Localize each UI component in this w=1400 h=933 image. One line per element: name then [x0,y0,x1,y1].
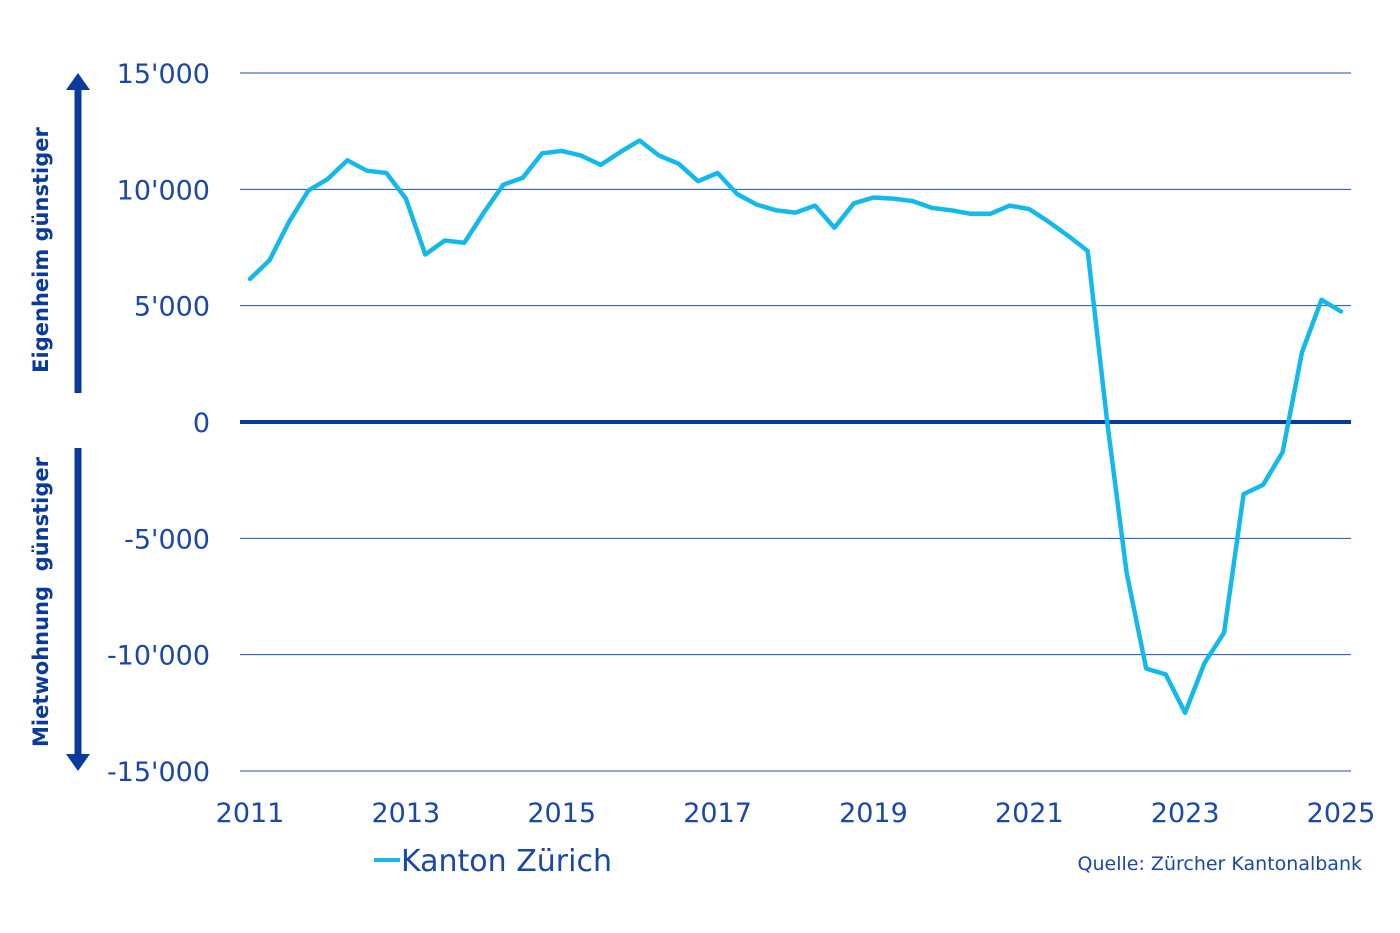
y-axis-ticks: 15'000 10'000 5'000 0 -5'000 -10'000 -15'000 [107,59,210,788]
y-tick-label: 0 [193,408,210,439]
upper-arrow [66,73,90,393]
x-tick-label: 2013 [371,798,440,829]
y-tick-label: -15'000 [107,757,210,788]
y-tick-label: 15'000 [117,59,210,90]
legend-label: Kanton Zürich [401,844,612,879]
upper-annotation: Eigenheim günstiger [29,127,53,373]
lower-annotation: Mietwohnung günstiger [29,456,53,747]
source-note: Quelle: Zürcher Kantonalbank [1078,853,1362,875]
x-tick-label: 2021 [995,798,1064,829]
y-tick-label: 5'000 [134,292,210,323]
down-arrow-icon [66,754,90,771]
x-tick-label: 2023 [1151,798,1220,829]
lower-arrow [66,448,90,771]
x-tick-label: 2011 [216,798,285,829]
series-line [247,138,1344,716]
x-tick-label: 2025 [1307,798,1376,829]
x-tick-label: 2019 [839,798,908,829]
y-tick-label: 10'000 [117,175,210,206]
x-tick-label: 2015 [527,798,596,829]
up-arrow-icon [66,73,90,90]
series-layer [247,138,1344,716]
x-axis-ticks: 2011 2013 2015 2017 2019 2021 2023 2025 [216,798,1376,829]
y-tick-label: -10'000 [107,641,210,672]
gridlines [240,72,1351,772]
legend: Kanton Zürich [374,844,612,879]
x-tick-label: 2017 [683,798,752,829]
y-tick-label: -5'000 [124,524,210,555]
